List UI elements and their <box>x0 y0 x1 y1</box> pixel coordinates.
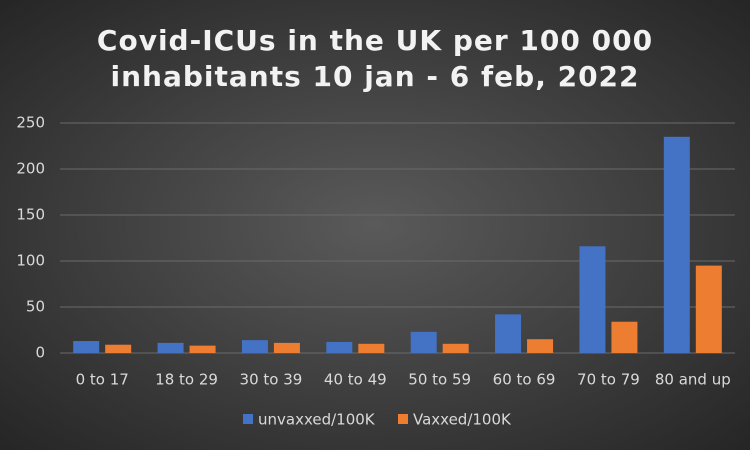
x-tick-label: 70 to 79 <box>577 371 640 389</box>
bar <box>73 341 100 353</box>
legend-label: unvaxxed/100K <box>258 411 376 429</box>
x-tick-label: 0 to 17 <box>76 371 129 389</box>
y-tick-label: 50 <box>26 298 45 316</box>
bar <box>358 343 385 353</box>
bar <box>157 342 184 353</box>
y-tick-label: 0 <box>35 344 45 362</box>
legend-swatch <box>398 414 408 424</box>
bar <box>410 331 437 353</box>
bar <box>241 340 268 353</box>
bar <box>495 314 522 353</box>
x-tick-label: 40 to 49 <box>324 371 387 389</box>
bar <box>189 345 216 353</box>
y-tick-label: 200 <box>16 160 45 178</box>
bar <box>663 136 690 353</box>
bar <box>611 321 638 353</box>
x-tick-label: 30 to 39 <box>240 371 303 389</box>
x-tick-label: 50 to 59 <box>408 371 471 389</box>
legend-label: Vaxxed/100K <box>413 411 512 429</box>
legend-swatch <box>243 414 253 424</box>
x-tick-label: 80 and up <box>655 371 731 389</box>
y-tick-label: 250 <box>16 114 45 132</box>
chart-title: Covid-ICUs in the UK per 100 000 <box>97 24 653 57</box>
bar <box>326 341 353 353</box>
bar <box>442 343 469 353</box>
chart-title: inhabitants 10 jan - 6 feb, 2022 <box>110 60 639 93</box>
y-tick-label: 150 <box>16 206 45 224</box>
bar <box>579 246 606 353</box>
bar <box>527 339 554 353</box>
bar <box>105 344 132 353</box>
y-tick-label: 100 <box>16 252 45 270</box>
x-tick-label: 18 to 29 <box>155 371 218 389</box>
bar <box>695 265 722 353</box>
x-tick-label: 60 to 69 <box>493 371 556 389</box>
bar <box>273 342 300 353</box>
